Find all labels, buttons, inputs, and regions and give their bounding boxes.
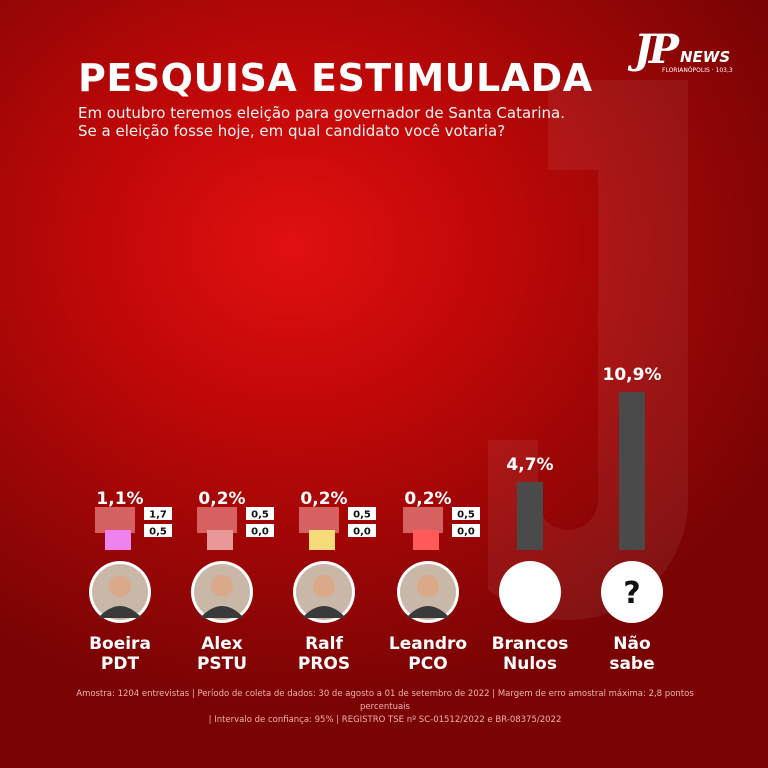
methodology-footer: Amostra: 1204 entrevistas | Período de c… bbox=[60, 688, 710, 727]
subvalue-box bbox=[348, 524, 376, 537]
value-label: 0,2% bbox=[404, 489, 451, 509]
subvalue-label: 1,7 bbox=[149, 510, 167, 521]
avatar-head bbox=[417, 575, 439, 597]
subvalue-box bbox=[144, 507, 172, 520]
logo-mark: JP bbox=[634, 26, 679, 73]
subvalue-label: 0,5 bbox=[353, 510, 371, 521]
avatar-head bbox=[211, 575, 233, 597]
category-name: Alex bbox=[201, 634, 243, 654]
blank-circle bbox=[499, 561, 561, 623]
subvalue-box bbox=[246, 507, 274, 520]
category-name: Brancos bbox=[492, 634, 569, 654]
avatar-shoulders bbox=[302, 606, 346, 618]
footer-line-1: Amostra: 1204 entrevistas | Período de c… bbox=[76, 689, 694, 712]
value-label: 0,2% bbox=[198, 489, 245, 509]
category-name: Leandro bbox=[389, 634, 467, 654]
avatar-shoulders bbox=[98, 606, 142, 618]
bar-shadow bbox=[403, 507, 443, 533]
logo-brand: NEWS bbox=[680, 48, 731, 66]
subvalue-label: 0,5 bbox=[251, 510, 269, 521]
category-name: Boeira bbox=[89, 634, 151, 654]
category-party: PDT bbox=[101, 654, 140, 674]
subvalue-box bbox=[348, 507, 376, 520]
subtitle-line-2: Se a eleição fosse hoje, em qual candida… bbox=[78, 122, 506, 140]
bar bbox=[207, 530, 233, 550]
subvalue-label: 0,0 bbox=[353, 527, 371, 538]
subtitle-line-1: Em outubro teremos eleição para governad… bbox=[78, 104, 565, 122]
bar-shadow bbox=[197, 507, 237, 533]
value-label: 10,9% bbox=[603, 365, 662, 385]
subvalue-label: 0,0 bbox=[251, 527, 269, 538]
avatar-head bbox=[109, 575, 131, 597]
bar bbox=[619, 392, 645, 550]
jp-news-logo: JP NEWS FLORIANÓPOLIS · 103,3 bbox=[632, 26, 736, 78]
category-party: PROS bbox=[298, 654, 350, 674]
bar bbox=[517, 481, 543, 550]
page-subtitle: Em outubro teremos eleição para governad… bbox=[78, 104, 598, 140]
value-label: 0,2% bbox=[300, 489, 347, 509]
question-mark-circle bbox=[601, 561, 663, 623]
category-party: PCO bbox=[408, 654, 447, 674]
subvalue-label: 0,5 bbox=[457, 510, 475, 521]
subvalue-box bbox=[246, 524, 274, 537]
subvalue-box bbox=[452, 524, 480, 537]
bar bbox=[309, 530, 335, 550]
category-name: Ralf bbox=[305, 634, 343, 654]
bar-shadow bbox=[299, 507, 339, 533]
category-party: Nulos bbox=[503, 654, 557, 674]
bar-shadow bbox=[95, 507, 135, 533]
category-party: PSTU bbox=[197, 654, 247, 674]
avatar-shoulders bbox=[406, 606, 450, 618]
category-party: sabe bbox=[609, 654, 654, 674]
logo-city: FLORIANÓPOLIS · 103,3 bbox=[662, 67, 733, 74]
subvalue-label: 0,0 bbox=[457, 527, 475, 538]
value-label: 4,7% bbox=[506, 455, 553, 475]
footer-line-2: | Intervalo de confiança: 95% | REGISTRO… bbox=[208, 715, 562, 725]
page-title: PESQUISA ESTIMULADA bbox=[78, 56, 593, 100]
value-label: 1,1% bbox=[96, 489, 143, 509]
avatar-shoulders bbox=[200, 606, 244, 618]
subvalue-box bbox=[144, 524, 172, 537]
subvalue-box bbox=[452, 507, 480, 520]
bar bbox=[413, 530, 439, 550]
bar bbox=[105, 530, 131, 550]
avatar-head bbox=[313, 575, 335, 597]
category-name: Não bbox=[613, 634, 650, 654]
question-mark-icon: ? bbox=[623, 576, 640, 611]
subvalue-label: 0,5 bbox=[149, 527, 167, 538]
